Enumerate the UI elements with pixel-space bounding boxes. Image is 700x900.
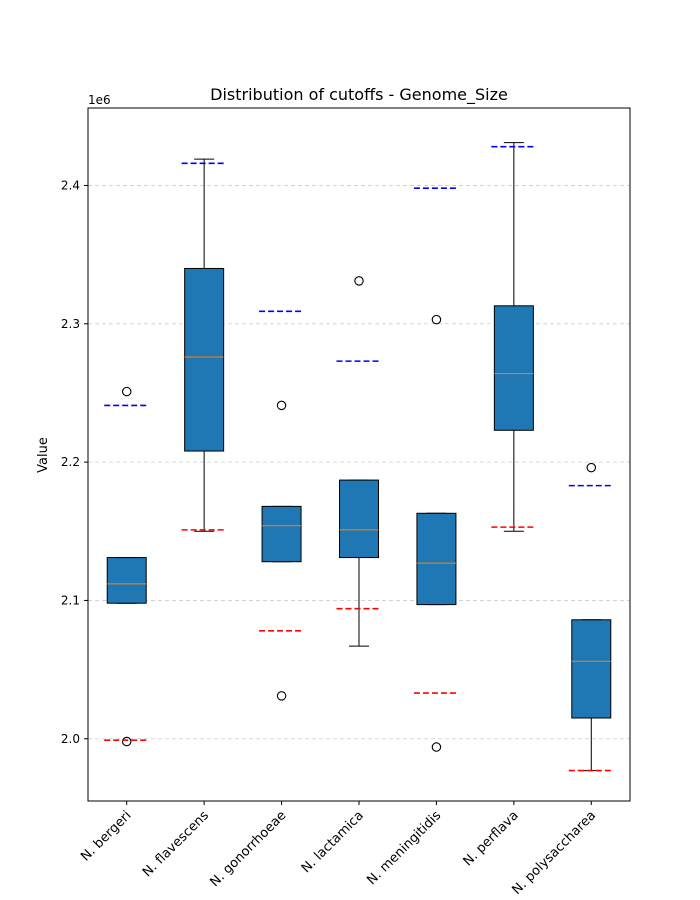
outlier-point: [276, 400, 287, 411]
outlier-point: [431, 742, 442, 752]
box-iqr: [493, 305, 534, 431]
outlier-point: [354, 276, 364, 286]
outlier-point: [586, 462, 597, 473]
y-tick-label: 2.0: [61, 732, 80, 746]
y-tick-label: 2.1: [61, 593, 80, 607]
y-tick-label: 2.2: [61, 455, 80, 469]
box-iqr: [571, 619, 612, 719]
data-layer: [104, 142, 614, 772]
y-offset-label: 1e6: [88, 93, 111, 107]
box-iqr: [416, 512, 457, 606]
box-iqr: [184, 267, 225, 452]
y-axis-label: Value: [36, 437, 51, 473]
box-iqr: [106, 557, 147, 604]
outlier-point: [276, 691, 287, 701]
box-iqr: [339, 479, 379, 559]
box-iqr: [261, 505, 302, 563]
outlier-point: [431, 314, 442, 325]
outlier-point: [121, 386, 132, 397]
grid-lines: [88, 185, 630, 740]
outlier-point: [121, 736, 132, 747]
chart-title: Distribution of cutoffs - Genome_Size: [210, 85, 508, 105]
y-tick-label: 2.4: [61, 178, 80, 192]
y-tick-label: 2.3: [61, 317, 80, 331]
